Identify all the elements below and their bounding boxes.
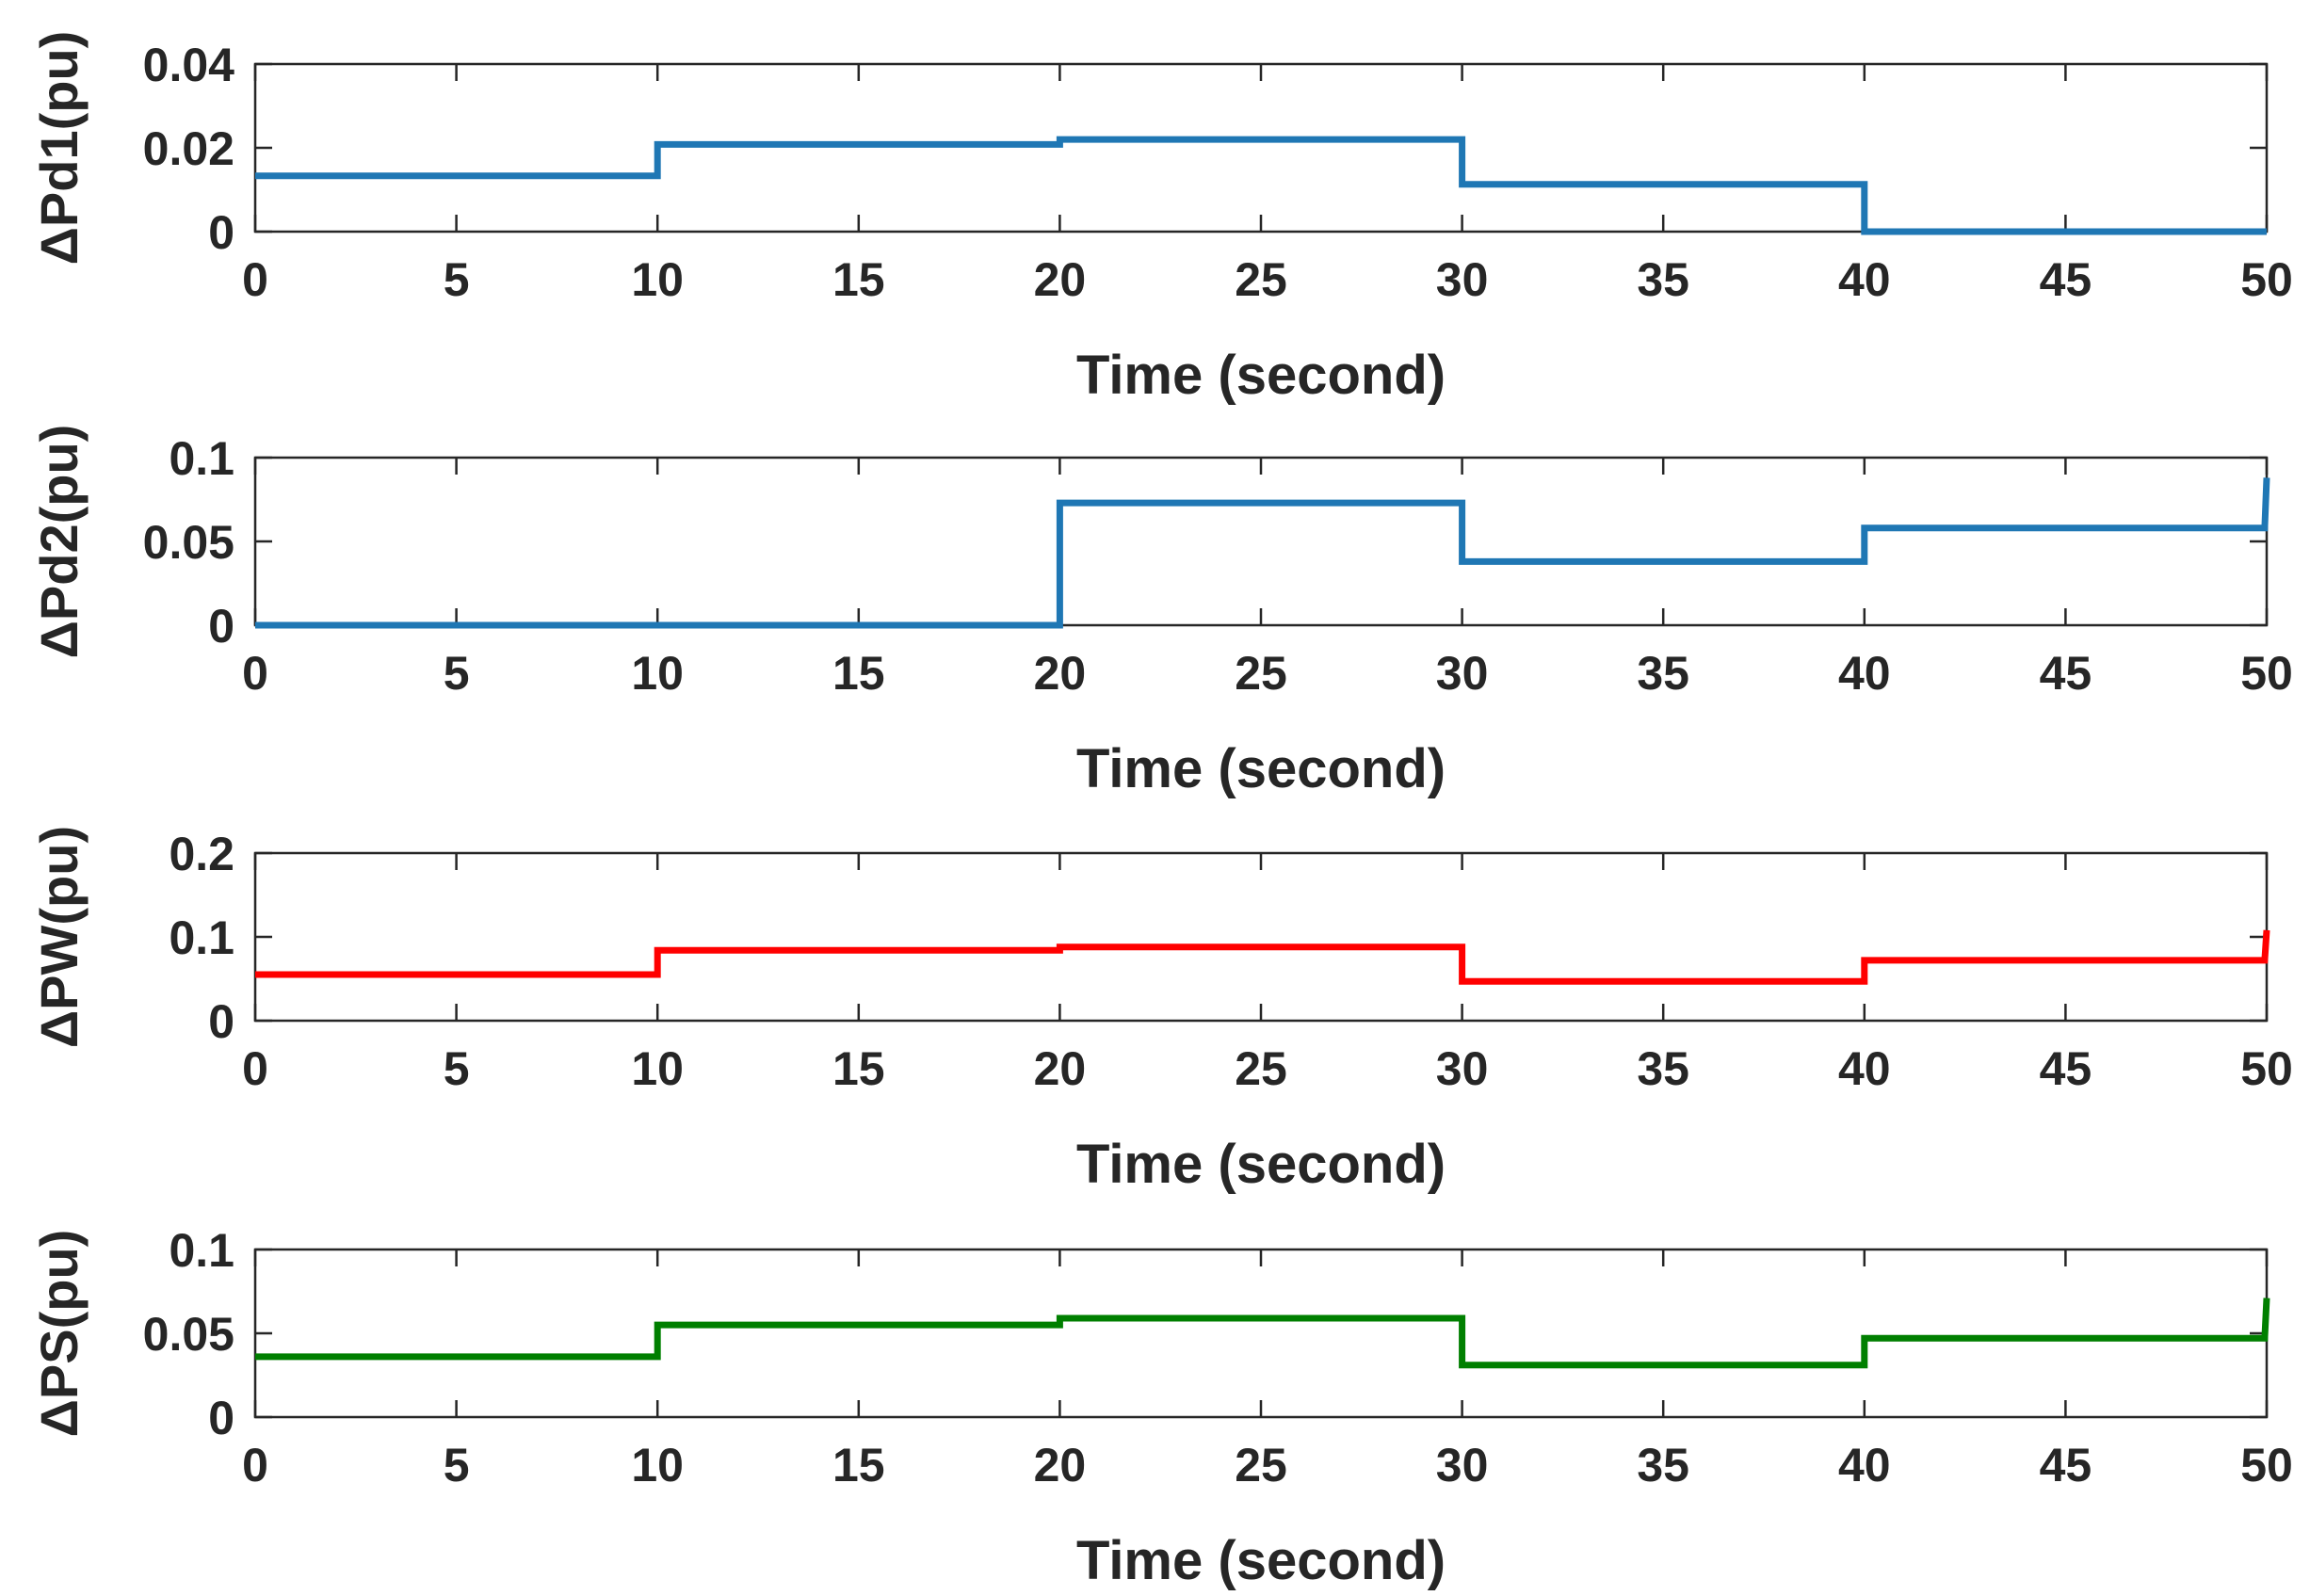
x-axis-label: Time (second) bbox=[1076, 738, 1446, 799]
x-tick-label: 0 bbox=[242, 1439, 268, 1491]
subplot-3: 0 5 10 15 20 25 30 35 40 45 50 0 0.1 0.2 Time (second)… bbox=[29, 826, 2293, 1195]
x-tick-label: 25 bbox=[1235, 1439, 1287, 1491]
y-tick-label: 0.1 bbox=[169, 911, 234, 964]
x-tick-label: 35 bbox=[1637, 1439, 1689, 1491]
x-tick-label: 10 bbox=[631, 647, 684, 700]
subplot-2: 0 5 10 15 20 25 30 35 40 45 50 0 0.05 0.1 Time (second… bbox=[29, 425, 2293, 799]
y-tick-label: 0 bbox=[208, 206, 234, 259]
x-tick-label: 30 bbox=[1436, 1042, 1489, 1095]
y-tick-label: 0 bbox=[208, 600, 234, 653]
x-tick-label: 20 bbox=[1034, 647, 1087, 700]
y-tick-label: 0 bbox=[208, 1392, 234, 1444]
x-tick-label: 30 bbox=[1436, 1439, 1489, 1491]
x-tick-label: 10 bbox=[631, 1439, 684, 1491]
y-tick-label: 0.02 bbox=[143, 122, 234, 175]
y-tick-label: 0.1 bbox=[169, 432, 234, 485]
x-tick-label: 30 bbox=[1436, 253, 1489, 306]
x-tick-label: 10 bbox=[631, 1042, 684, 1095]
x-tick-label: 25 bbox=[1235, 647, 1287, 700]
x-tick-label: 35 bbox=[1637, 1042, 1689, 1095]
x-tick-label: 15 bbox=[832, 253, 885, 306]
x-tick-label: 50 bbox=[2240, 253, 2293, 306]
y-tick-label: 0.2 bbox=[169, 828, 234, 880]
x-tick-label: 45 bbox=[2040, 1042, 2092, 1095]
x-tick-label: 40 bbox=[1838, 253, 1891, 306]
x-tick-label: 5 bbox=[444, 1439, 470, 1491]
x-tick-label: 20 bbox=[1034, 1439, 1087, 1491]
x-tick-label: 20 bbox=[1034, 1042, 1087, 1095]
series-line bbox=[255, 477, 2270, 629]
x-tick-label: 40 bbox=[1838, 647, 1891, 700]
subplot-4: 0 5 10 15 20 25 30 35 40 45 50 0 0.05 0.1 Time (second… bbox=[29, 1224, 2293, 1591]
x-tick-label: 0 bbox=[242, 253, 268, 306]
x-tick-label: 50 bbox=[2240, 647, 2293, 700]
axes-frame bbox=[253, 1248, 2269, 1419]
series-line bbox=[255, 136, 2267, 235]
series-line bbox=[255, 929, 2270, 985]
axes-frame bbox=[253, 851, 2269, 1023]
y-tick-label: 0.05 bbox=[143, 1308, 234, 1361]
x-tick-label: 15 bbox=[832, 1439, 885, 1491]
subplot-1: 0 5 10 15 20 25 30 35 40 45 50 0 0.02 0.04 Time (secon… bbox=[29, 31, 2293, 406]
x-tick-label: 25 bbox=[1235, 1042, 1287, 1095]
x-tick-label: 45 bbox=[2040, 647, 2092, 700]
y-tick-label: 0.1 bbox=[169, 1224, 234, 1277]
x-tick-label: 40 bbox=[1838, 1042, 1891, 1095]
y-axis-label: ΔPd2(pu) bbox=[29, 425, 89, 659]
y-tick-label: 0.04 bbox=[143, 39, 235, 91]
series-line bbox=[255, 1298, 2270, 1369]
x-axis-label: Time (second) bbox=[1076, 1530, 1446, 1591]
x-tick-label: 50 bbox=[2240, 1439, 2293, 1491]
x-tick-label: 50 bbox=[2240, 1042, 2293, 1095]
x-tick-label: 15 bbox=[832, 1042, 885, 1095]
x-axis-label: Time (second) bbox=[1076, 345, 1446, 406]
x-tick-label: 0 bbox=[242, 1042, 268, 1095]
y-tick-label: 0 bbox=[208, 995, 234, 1048]
axes-frame bbox=[253, 456, 2269, 627]
x-tick-label: 40 bbox=[1838, 1439, 1891, 1491]
y-tick-label: 0.05 bbox=[143, 516, 234, 569]
x-axis-label: Time (second) bbox=[1076, 1134, 1446, 1195]
y-axis-label: ΔPd1(pu) bbox=[29, 31, 89, 266]
x-tick-label: 5 bbox=[444, 647, 470, 700]
x-tick-label: 35 bbox=[1637, 253, 1689, 306]
x-tick-label: 10 bbox=[631, 253, 684, 306]
x-tick-label: 25 bbox=[1235, 253, 1287, 306]
x-tick-label: 45 bbox=[2040, 253, 2092, 306]
y-axis-label: ΔPW(pu) bbox=[29, 826, 89, 1048]
axes-frame bbox=[253, 62, 2269, 234]
x-tick-label: 5 bbox=[444, 253, 470, 306]
x-tick-label: 20 bbox=[1034, 253, 1087, 306]
x-tick-label: 30 bbox=[1436, 647, 1489, 700]
x-tick-label: 35 bbox=[1637, 647, 1689, 700]
x-tick-label: 15 bbox=[832, 647, 885, 700]
x-tick-label: 45 bbox=[2040, 1439, 2092, 1491]
y-axis-label: ΔPS(pu) bbox=[29, 1230, 89, 1438]
x-tick-label: 0 bbox=[242, 647, 268, 700]
x-tick-label: 5 bbox=[444, 1042, 470, 1095]
